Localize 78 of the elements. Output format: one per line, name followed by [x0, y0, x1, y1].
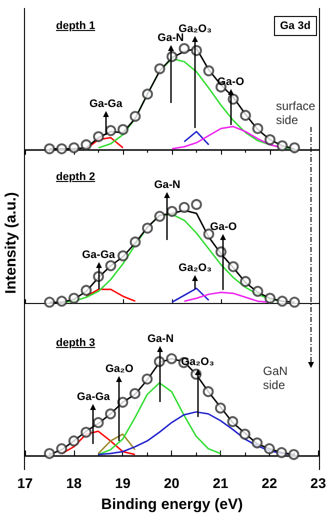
point	[166, 353, 178, 364]
point	[227, 416, 238, 428]
point	[44, 448, 55, 460]
point	[214, 402, 226, 414]
point	[130, 110, 141, 122]
point	[93, 131, 104, 142]
chart-title: depth 3	[56, 337, 96, 349]
point	[118, 250, 128, 262]
point	[240, 110, 251, 121]
x-tick-label: 19	[114, 475, 131, 491]
point	[178, 202, 190, 213]
point	[130, 236, 141, 248]
point	[56, 143, 68, 154]
point	[44, 296, 55, 308]
point	[129, 388, 140, 400]
chart-title: depth 1	[56, 20, 96, 32]
point	[276, 296, 288, 307]
point	[178, 43, 190, 54]
x-tick-label: 21	[212, 475, 228, 491]
point	[142, 374, 153, 385]
point	[264, 443, 275, 454]
text: Ga 3d	[274, 16, 317, 36]
point	[276, 447, 288, 458]
point	[191, 198, 202, 210]
point	[252, 437, 263, 448]
point	[105, 125, 116, 136]
point	[105, 260, 116, 272]
point	[264, 134, 276, 146]
point	[56, 296, 68, 307]
annotation: Ga-Ga	[76, 391, 110, 404]
x-tick-label: 23	[310, 475, 326, 491]
text: Ga-N	[158, 32, 184, 44]
point	[252, 123, 264, 134]
annotation: Ga-O	[210, 221, 237, 234]
point	[142, 88, 153, 100]
point	[289, 296, 300, 308]
annotation: Ga₂O	[105, 363, 134, 376]
point	[142, 222, 153, 234]
text: Ga-N	[147, 333, 174, 346]
point	[117, 396, 128, 408]
point	[154, 210, 166, 222]
point	[92, 417, 104, 428]
point	[44, 143, 55, 154]
point	[80, 139, 92, 150]
point	[68, 435, 80, 446]
point	[203, 228, 214, 240]
point	[289, 142, 300, 154]
point	[288, 449, 300, 460]
y-axis-title: Intensity (a.u.)	[2, 192, 20, 294]
x-tick-label: 17	[17, 475, 33, 491]
annotation: GaN side	[263, 364, 289, 392]
point	[276, 140, 288, 152]
annotation: Ga₂O₃	[178, 262, 212, 274]
x-tick-label: 20	[164, 475, 180, 491]
point	[228, 261, 239, 272]
annotation: Ga-Ga	[82, 248, 116, 261]
point	[56, 443, 68, 454]
point	[252, 286, 264, 297]
point	[105, 408, 116, 420]
point	[203, 65, 214, 76]
point	[118, 124, 128, 136]
chart-title: depth 2	[56, 171, 96, 183]
point	[239, 428, 250, 440]
x-axis-title: Binding energy (eV)	[100, 496, 244, 513]
annotation: Ga-Ga	[89, 98, 122, 110]
point	[80, 284, 92, 296]
point	[154, 63, 166, 74]
point	[80, 426, 92, 438]
point	[68, 292, 80, 304]
point	[68, 142, 80, 154]
point	[264, 292, 276, 304]
annotation: surface side	[276, 99, 316, 127]
text: Ga-N	[154, 178, 180, 191]
point	[166, 206, 178, 217]
x-tick-label: 18	[66, 475, 82, 491]
point	[202, 386, 214, 398]
point	[240, 276, 251, 287]
x-tick-label: 22	[262, 475, 278, 491]
